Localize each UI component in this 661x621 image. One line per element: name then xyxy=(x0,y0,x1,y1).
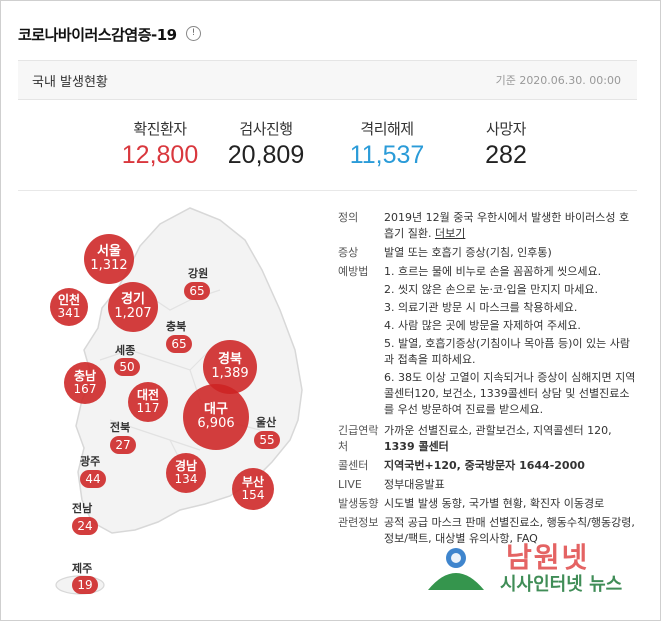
trend-row: 발생동향 시도별 발생 동향, 국가별 현황, 확진자 이동경로 xyxy=(338,496,638,512)
region-gangwon-name: 강원 xyxy=(188,267,209,280)
region-name: 대구 xyxy=(204,401,228,417)
more-link[interactable]: 더보기 xyxy=(434,227,466,240)
region-daejeon[interactable]: 대전 117 xyxy=(128,382,168,422)
list-item: 6. 38도 이상 고열이 지속되거나 증상이 심해지면 지역콜센터120, 보… xyxy=(384,371,636,416)
subbar-title: 국내 발생현황 xyxy=(32,75,108,90)
stat-testing: 검사진행 20,809 xyxy=(206,118,326,170)
trend-label: 발생동향 xyxy=(338,497,379,510)
subbar-date: 기준 2020.06.30. 00:00 xyxy=(495,74,621,87)
region-count: 6,906 xyxy=(197,416,235,431)
region-name: 인천 xyxy=(57,292,81,307)
definition-row: 정의 2019년 12월 중국 우한시에서 발생한 바이러스성 호흡기 질환. … xyxy=(338,210,638,242)
region-gangwon-count[interactable]: 65 xyxy=(184,282,210,300)
stat-value: 282 xyxy=(485,141,527,169)
status-subbar: 국내 발생현황 기준 2020.06.30. 00:00 xyxy=(18,60,637,100)
stat-released: 격리해제 11,537 xyxy=(327,118,447,170)
region-gyeongnam[interactable]: 경남 134 xyxy=(166,453,206,493)
live-row: LIVE 정부대응발표 xyxy=(338,477,638,493)
list-item: 3. 의료기관 방문 시 마스크를 착용하세요. xyxy=(384,301,578,314)
contact-text: 가까운 선별진료소, 관할보건소, 지역콜센터 120, xyxy=(384,424,612,437)
region-sejong-count[interactable]: 50 xyxy=(114,358,140,376)
symptom-label: 증상 xyxy=(338,246,359,259)
region-name: 부산 xyxy=(241,474,265,489)
page-title: 코로나바이러스감염증-19 xyxy=(18,26,177,44)
region-count: 134 xyxy=(174,472,198,486)
trend-links[interactable]: 시도별 발생 동향, 국가별 현황, 확진자 이동경로 xyxy=(384,497,605,510)
stat-deaths: 사망자 282 xyxy=(446,118,566,170)
contact-row: 긴급연락처 가까운 선별진료소, 관할보건소, 지역콜센터 120, 1339 … xyxy=(338,423,638,455)
region-name: 경기 xyxy=(121,291,145,307)
callcenter-label: 콜센터 xyxy=(338,459,369,472)
list-item: 5. 발열, 호흡기증상(기침이나 목아픔 등)이 있는 사람과 접촉을 피하세… xyxy=(384,337,630,366)
list-item: 2. 씻지 않은 손으로 눈·코·입을 만지지 마세요. xyxy=(384,283,599,296)
divider xyxy=(18,190,637,191)
region-jeju-count[interactable]: 19 xyxy=(72,576,98,594)
region-count: 1,312 xyxy=(90,258,128,273)
definition-text: 2019년 12월 중국 우한시에서 발생한 바이러스성 호흡기 질환. xyxy=(384,211,630,240)
stat-label: 격리해제 xyxy=(360,120,414,138)
live-link[interactable]: 정부대응발표 xyxy=(384,478,445,491)
contact-label: 긴급연락처 xyxy=(338,424,379,453)
region-jeju-name: 제주 xyxy=(72,562,93,575)
region-sejong-name: 세종 xyxy=(115,344,136,357)
stat-label: 검사진행 xyxy=(239,120,293,138)
stat-confirmed: 확진환자 12,800 xyxy=(100,118,220,170)
region-jeonnam-count[interactable]: 24 xyxy=(72,517,98,535)
stat-label: 확진환자 xyxy=(133,120,187,138)
stat-value: 11,537 xyxy=(349,141,425,169)
region-count: 341 xyxy=(57,306,81,320)
region-busan[interactable]: 부산 154 xyxy=(232,468,274,510)
stat-label: 사망자 xyxy=(486,120,526,138)
callcenter-row: 콜센터 지역국번+120, 중국방문자 1644-2000 xyxy=(338,458,638,474)
region-jeonnam-name: 전남 xyxy=(72,502,93,515)
region-gwangju-name: 광주 xyxy=(80,455,101,468)
region-ulsan-name: 울산 xyxy=(256,416,277,429)
region-count: 1,207 xyxy=(114,306,152,321)
region-count: 117 xyxy=(136,401,160,415)
related-row: 관련정보 공적 공급 마스크 판매 선별진료소, 행동수칙/행동강령, 정보/팩… xyxy=(338,515,638,547)
region-jeonbuk-count[interactable]: 27 xyxy=(110,436,136,454)
region-chungbuk-count[interactable]: 65 xyxy=(166,335,192,353)
prevention-label: 예방법 xyxy=(338,265,369,278)
region-name: 서울 xyxy=(97,243,121,259)
prevention-list: 1. 흐르는 물에 비누로 손을 꼼꼼하게 씻으세요. 2. 씻지 않은 손으로… xyxy=(384,264,638,420)
info-icon[interactable]: ! xyxy=(186,26,201,41)
region-name: 경남 xyxy=(174,458,198,473)
region-count: 167 xyxy=(73,382,97,396)
symptom-text: 발열 또는 호흡기 증상(기침, 인후통) xyxy=(384,246,552,259)
region-count: 154 xyxy=(241,488,265,502)
region-ulsan-count[interactable]: 55 xyxy=(254,431,280,449)
definition-label: 정의 xyxy=(338,211,359,224)
symptom-row: 증상 발열 또는 호흡기 증상(기침, 인후통) xyxy=(338,245,638,261)
region-name: 대전 xyxy=(136,387,160,402)
region-gyeonggi[interactable]: 경기 1,207 xyxy=(108,282,158,332)
region-name: 경북 xyxy=(218,351,242,367)
stat-value: 20,809 xyxy=(227,141,305,169)
region-seoul[interactable]: 서울 1,312 xyxy=(84,234,134,284)
live-label: LIVE xyxy=(338,478,362,491)
callcenter-text: 지역국번+120, 중국방문자 1644-2000 xyxy=(384,459,585,472)
region-gwangju-count[interactable]: 44 xyxy=(80,470,106,488)
region-name: 충남 xyxy=(73,368,97,383)
list-item: 4. 사람 많은 곳에 방문을 자제하여 주세요. xyxy=(384,319,581,332)
contact-1339: 1339 콜센터 xyxy=(384,440,449,453)
related-label: 관련정보 xyxy=(338,516,379,529)
region-chungbuk-name: 충북 xyxy=(166,320,187,333)
list-item: 1. 흐르는 물에 비누로 손을 꼼꼼하게 씻으세요. xyxy=(384,265,602,278)
related-links[interactable]: 공적 공급 마스크 판매 선별진료소, 행동수칙/행동강령, 정보/팩트, 대상… xyxy=(384,516,635,545)
region-jeonbuk-name: 전북 xyxy=(110,421,131,434)
info-panel: 정의 2019년 12월 중국 우한시에서 발생한 바이러스성 호흡기 질환. … xyxy=(338,210,638,550)
region-count: 1,389 xyxy=(211,366,249,381)
stat-value: 12,800 xyxy=(121,141,199,169)
region-chungnam[interactable]: 충남 167 xyxy=(64,362,106,404)
region-daegu[interactable]: 대구 6,906 xyxy=(183,384,249,450)
prevention-row: 예방법 1. 흐르는 물에 비누로 손을 꼼꼼하게 씻으세요. 2. 씻지 않은… xyxy=(338,264,638,420)
region-incheon[interactable]: 인천 341 xyxy=(50,288,88,326)
